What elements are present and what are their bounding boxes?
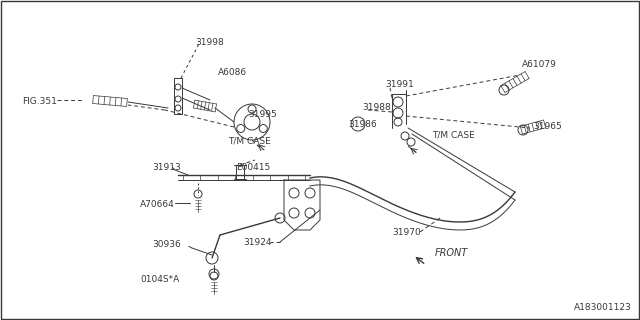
Text: 31924: 31924: [243, 238, 271, 247]
Text: 31998: 31998: [195, 38, 224, 47]
Text: A70664: A70664: [140, 200, 175, 209]
Text: 30936: 30936: [152, 240, 180, 249]
Bar: [236, 165, 244, 179]
Text: 31995: 31995: [248, 110, 276, 119]
Text: E00415: E00415: [236, 163, 270, 172]
Text: 31986: 31986: [348, 120, 377, 129]
Text: T/M CASE: T/M CASE: [432, 130, 475, 139]
Text: T/M CASE: T/M CASE: [228, 136, 271, 145]
Text: 31991: 31991: [385, 80, 413, 89]
Text: FIG.351: FIG.351: [22, 97, 57, 106]
Text: A183001123: A183001123: [574, 303, 632, 312]
Text: 31988: 31988: [362, 103, 391, 112]
Text: A6086: A6086: [218, 68, 247, 77]
Text: FRONT: FRONT: [435, 248, 468, 258]
Text: 31970: 31970: [392, 228, 420, 237]
Text: 0104S*A: 0104S*A: [140, 275, 179, 284]
Text: A61079: A61079: [522, 60, 557, 69]
Text: 31965: 31965: [533, 122, 562, 131]
Text: 31913: 31913: [152, 163, 180, 172]
